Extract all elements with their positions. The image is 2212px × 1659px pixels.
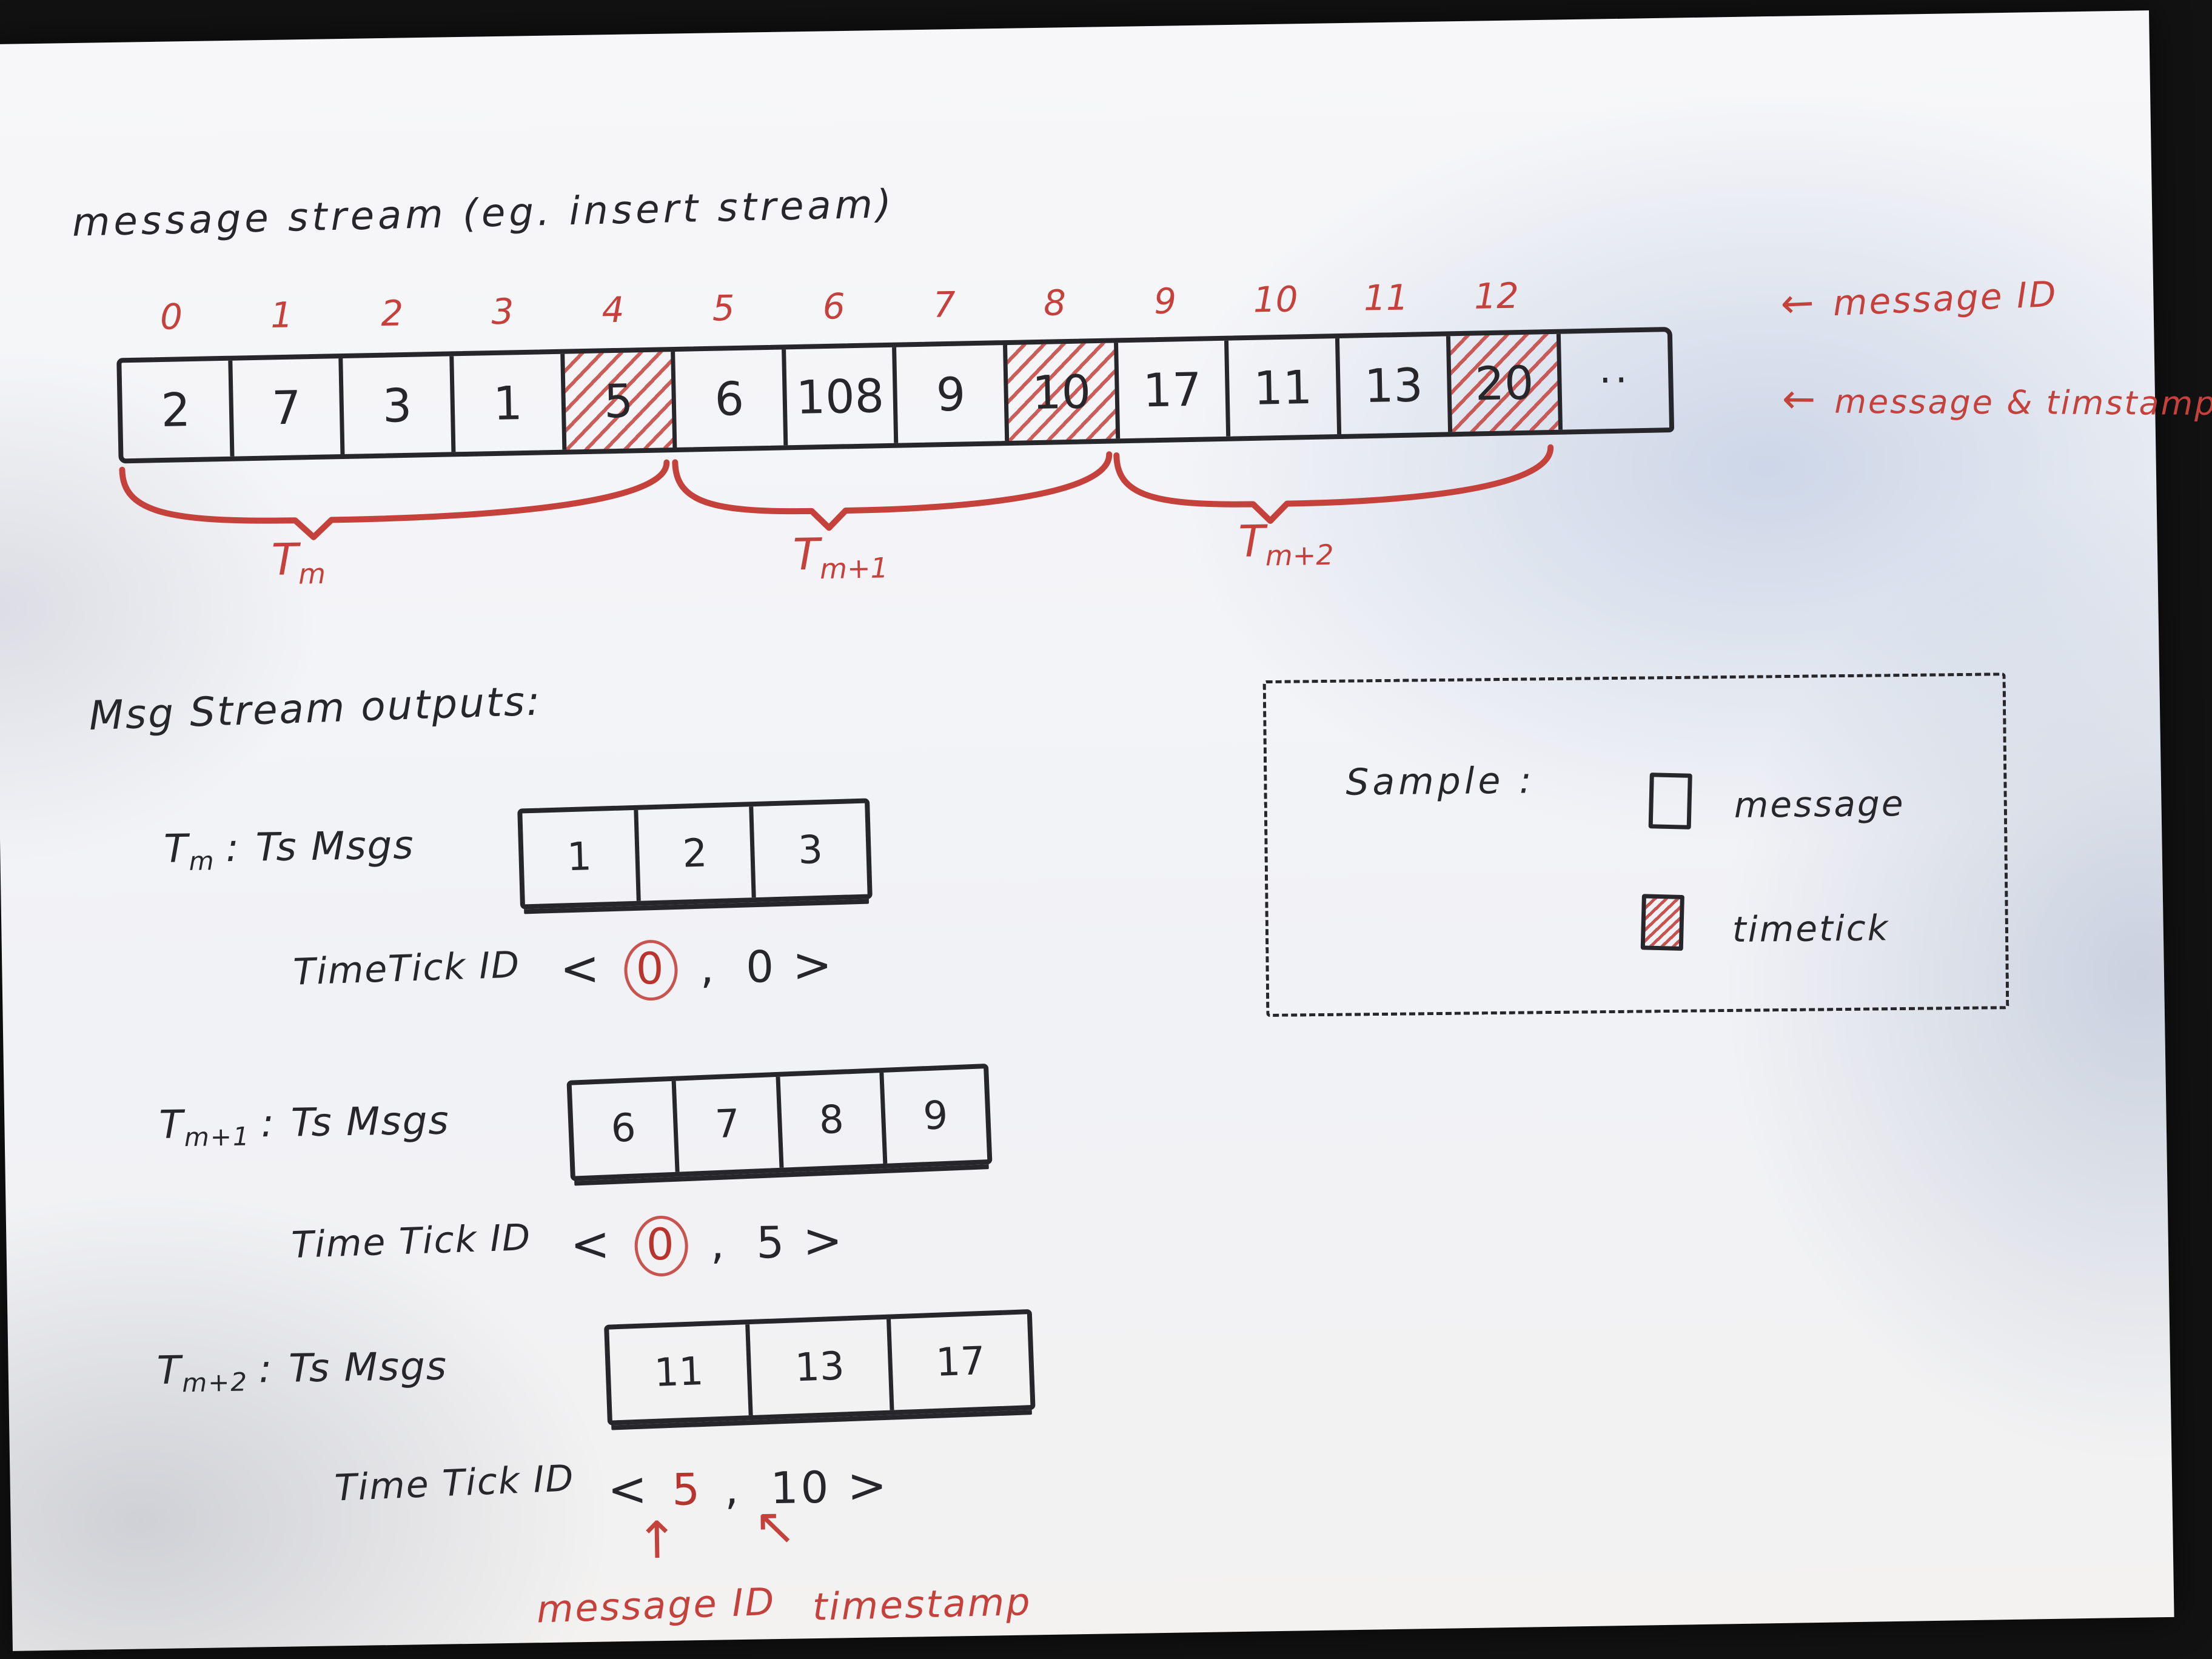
angle-close: > bbox=[846, 1458, 890, 1514]
timetick-id-label: Time Tick ID bbox=[290, 1216, 532, 1267]
window-brace bbox=[1113, 444, 1554, 525]
stream-cell: 2 bbox=[121, 360, 235, 459]
index-label: 7 bbox=[933, 284, 956, 326]
msg-cell: 7 bbox=[675, 1076, 783, 1172]
output-label-tm: Tm: Ts Msgs bbox=[163, 823, 415, 876]
timetick-first-value: 5 bbox=[671, 1463, 703, 1515]
stream-cell: 17 bbox=[1118, 340, 1231, 439]
stream-cell-timetick: 10 bbox=[1007, 343, 1120, 441]
timetick-swatch-icon bbox=[1640, 894, 1684, 951]
stream-cell: 11 bbox=[1228, 338, 1342, 437]
stream-cell: 7 bbox=[232, 358, 345, 457]
output-label-tm2: Tm+2: Ts Msgs bbox=[156, 1344, 448, 1398]
legend-title: Sample : bbox=[1346, 759, 1535, 804]
window-label-tm: Tm bbox=[271, 534, 326, 591]
index-label: 8 bbox=[1043, 282, 1067, 324]
ts-msgs-label: Ts Msgs bbox=[255, 823, 415, 871]
stream-cell: 108 bbox=[785, 347, 899, 446]
msg-cell: 3 bbox=[797, 827, 824, 873]
left-arrow-icon: ← bbox=[1779, 279, 1817, 327]
timetick-first-value: 0 bbox=[634, 1215, 689, 1277]
footnote-timestamp-label: timestamp bbox=[812, 1579, 1033, 1629]
message-id-annotation-label: message ID bbox=[1832, 273, 2059, 324]
message-id-annotation: ← message ID bbox=[1780, 269, 2059, 327]
sample-legend: Sample : message timetick bbox=[1262, 672, 2009, 1017]
paper-sheet: message stream (eg. insert stream) 0 1 2… bbox=[0, 10, 2212, 1651]
index-label: 5 bbox=[712, 287, 736, 329]
angle-close: > bbox=[802, 1213, 846, 1269]
comma: , bbox=[699, 942, 717, 993]
msg-cell: 13 bbox=[749, 1319, 894, 1415]
index-label: 3 bbox=[491, 290, 514, 333]
window-brace bbox=[672, 451, 1113, 531]
timetick-id-label: TimeTick ID bbox=[292, 943, 521, 994]
legend-timetick-label: timetick bbox=[1732, 907, 1890, 950]
ts-msgs-box-tm2: 11 13 17 bbox=[604, 1309, 1036, 1426]
index-spacer bbox=[1552, 273, 1663, 316]
timetick-tuple-tm: < 0 , 0 > bbox=[559, 937, 835, 1001]
angle-open: < bbox=[607, 1462, 651, 1518]
window-label-tm2: Tm+2 bbox=[1238, 515, 1334, 572]
output-label-tm1: Tm+1: Ts Msgs bbox=[158, 1098, 451, 1153]
timetick-second-value: 5 bbox=[756, 1216, 787, 1269]
stream-cell: 6 bbox=[675, 349, 788, 447]
stream-cell-timetick: 20 bbox=[1450, 333, 1563, 432]
msg-cell: 17 bbox=[934, 1338, 987, 1386]
stream-cell-timetick: 5 bbox=[564, 351, 677, 450]
timetick-tuple-tm2: < 5 , 10 > bbox=[607, 1458, 890, 1517]
angle-open: < bbox=[559, 941, 603, 997]
message-timestamp-annotation: ← message & timstamp bbox=[1782, 375, 2212, 424]
up-left-arrow-icon: ↖ bbox=[753, 1496, 797, 1557]
msg-cell: 1 bbox=[522, 809, 641, 905]
index-label: 12 bbox=[1473, 275, 1520, 317]
ts-msgs-label: Ts Msgs bbox=[288, 1344, 448, 1392]
index-label: 6 bbox=[822, 286, 846, 327]
outputs-heading: Msg Stream outputs: bbox=[88, 677, 543, 740]
up-arrow-icon: ↑ bbox=[635, 1510, 679, 1570]
footnote-message-id-label: message ID bbox=[535, 1579, 777, 1632]
timetick-second-value: 0 bbox=[745, 940, 777, 993]
stream-cell: 13 bbox=[1339, 336, 1452, 434]
msg-cell: 2 bbox=[638, 806, 757, 901]
angle-close: > bbox=[792, 937, 835, 993]
index-label: 11 bbox=[1363, 276, 1409, 319]
window-label-tm1: Tm+1 bbox=[793, 528, 889, 586]
page-title: message stream (eg. insert stream) bbox=[72, 181, 896, 246]
stream-cell: 9 bbox=[896, 344, 1010, 443]
comma: , bbox=[724, 1463, 742, 1515]
stream-cell-ellipsis: ·· bbox=[1598, 358, 1632, 404]
angle-open: < bbox=[569, 1217, 613, 1273]
timetick-first-value: 0 bbox=[623, 939, 679, 1001]
msg-cell: 8 bbox=[779, 1072, 888, 1168]
msg-cell: 11 bbox=[609, 1324, 753, 1421]
timetick-tuple-tm1: < 0 , 5 > bbox=[569, 1213, 846, 1277]
timetick-id-label: Time Tick ID bbox=[333, 1457, 575, 1510]
message-timestamp-annotation-label: message & timstamp bbox=[1834, 382, 2212, 423]
msg-cell: 9 bbox=[922, 1093, 949, 1139]
ts-msgs-box-tm1: 6 7 8 9 bbox=[566, 1063, 993, 1181]
message-swatch-icon bbox=[1648, 773, 1692, 830]
index-label: 2 bbox=[380, 292, 404, 335]
stream-cell: 1 bbox=[454, 354, 566, 452]
index-label: 0 bbox=[159, 296, 183, 338]
index-label: 4 bbox=[602, 289, 625, 331]
index-label: 1 bbox=[270, 294, 293, 336]
stream-cell: 3 bbox=[343, 356, 456, 454]
window-brace bbox=[119, 459, 670, 540]
ts-msgs-box-tm: 1 2 3 bbox=[517, 798, 873, 910]
index-label: 9 bbox=[1153, 280, 1177, 322]
msg-cell: 6 bbox=[571, 1081, 680, 1176]
index-label: 10 bbox=[1253, 278, 1299, 321]
legend-message-label: message bbox=[1734, 782, 1905, 826]
ts-msgs-label: Ts Msgs bbox=[290, 1098, 451, 1146]
comma: , bbox=[709, 1218, 728, 1269]
message-id-index-row: 0 1 2 3 4 5 6 7 8 9 10 11 12 bbox=[116, 273, 1663, 338]
left-arrow-icon: ← bbox=[1781, 375, 1818, 423]
